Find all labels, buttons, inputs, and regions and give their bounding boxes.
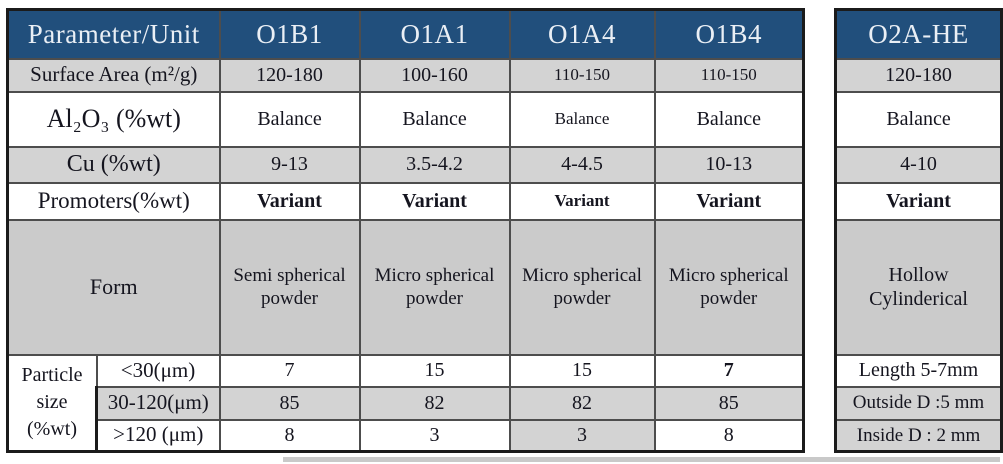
promoters-label: Promoters(%wt) [5,181,221,221]
value-cell: Hollow Cylinderical [834,218,1003,356]
value-cell: 3 [358,418,511,453]
o2a-he-table: O2A-HE 120-180 Balance 4-10 Variant Holl… [834,8,1003,453]
header-col-o1b4: O1B4 [653,8,805,60]
form-row: Hollow Cylinderical [834,218,1003,356]
value-cell: 7 [218,353,361,388]
surface-area-row: 120-180 [834,57,1003,93]
main-product-table: Parameter/Unit O1B1 O1A1 O1A4 O1B4 Surfa… [5,8,806,453]
value-cell: Variant [218,181,361,221]
particle-size-label: Particle size (%wt) [6,353,98,453]
value-cell: Micro spherical powder [358,218,511,356]
particle-lt30-label: <30(μm) [95,353,221,388]
value-cell: Outside D :5 mm [834,385,1003,421]
particle-30-120-label: 30-120(μm) [94,385,221,421]
surface-area-row: Surface Area (m²/g) 120-180 100-160 110-… [5,57,805,93]
particle-30-120-row: 30-120(μm) 85 82 82 85 [8,385,805,421]
surface-area-label: Surface Area (m²/g) [5,57,221,93]
tables-wrapper: Parameter/Unit O1B1 O1A1 O1A4 O1B4 Surfa… [5,8,1003,453]
value-cell: Variant [358,181,511,221]
particle-lt30-row: Particle size (%wt) <30(μm) 7 15 15 7 [6,353,805,453]
value-cell: 9-13 [218,145,361,184]
value-cell: 120-180 [834,57,1003,93]
al2o3-row: Al₂O₃ (%wt) Balance Balance Balance Bala… [5,90,805,148]
value-cell: Inside D : 2 mm [834,418,1003,453]
header-row: O2A-HE [834,8,1003,60]
inside-d-row: Inside D : 2 mm [834,418,1003,453]
value-cell: Length 5-7mm [834,353,1003,388]
value-cell: Variant [834,181,1003,221]
header-col-o1a1: O1A1 [358,8,511,60]
particle-gt120-label: >120 (μm) [94,418,221,453]
value-cell: 7 [653,353,805,388]
length-row: Length 5-7mm [834,353,1003,388]
value-cell: 120-180 [218,57,361,93]
value-cell: Variant [653,181,805,221]
value-cell: 8 [218,418,361,453]
value-cell: 3 [508,418,656,453]
value-cell: 82 [358,385,511,421]
value-cell: 15 [358,353,511,388]
header-parameter-unit: Parameter/Unit [5,8,221,60]
value-cell: Balance [218,90,361,148]
form-label: Form [5,218,221,356]
value-cell: 15 [508,353,656,388]
value-cell: 4-10 [834,145,1003,184]
value-cell: 85 [218,385,361,421]
value-cell: 4-4.5 [508,145,656,184]
header-row: Parameter/Unit O1B1 O1A1 O1A4 O1B4 [5,8,805,60]
value-cell: 3.5-4.2 [358,145,511,184]
value-cell: 10-13 [653,145,805,184]
particle-gt120-row: >120 (μm) 8 3 3 8 [8,418,805,453]
value-cell: 100-160 [358,57,511,93]
value-cell: Balance [834,90,1003,148]
scan-shadow [283,457,1000,462]
header-col-o1a4: O1A4 [508,8,656,60]
value-cell: 110-150 [653,57,805,93]
outside-d-row: Outside D :5 mm [834,385,1003,421]
header-col-o2a-he: O2A-HE [834,8,1003,60]
value-cell: 110-150 [508,57,656,93]
value-cell: Micro spherical powder [508,218,656,356]
value-cell: Balance [358,90,511,148]
value-cell: Balance [653,90,805,148]
cu-row: Cu (%wt) 9-13 3.5-4.2 4-4.5 10-13 [5,145,805,184]
value-cell: 85 [653,385,805,421]
header-col-o1b1: O1B1 [218,8,361,60]
promoters-row: Variant [834,181,1003,221]
value-cell: Variant [508,181,656,221]
al2o3-label: Al₂O₃ (%wt) [5,90,221,148]
value-cell: Micro spherical powder [653,218,805,356]
cu-row: 4-10 [834,145,1003,184]
value-cell: 82 [508,385,656,421]
value-cell: Semi spherical powder [218,218,361,356]
cu-label: Cu (%wt) [5,145,221,184]
value-cell: 8 [653,418,805,453]
value-cell: Balance [508,90,656,148]
form-row: Form Semi spherical powder Micro spheric… [5,218,805,356]
promoters-row: Promoters(%wt) Variant Variant Variant V… [5,181,805,221]
al2o3-row: Balance [834,90,1003,148]
